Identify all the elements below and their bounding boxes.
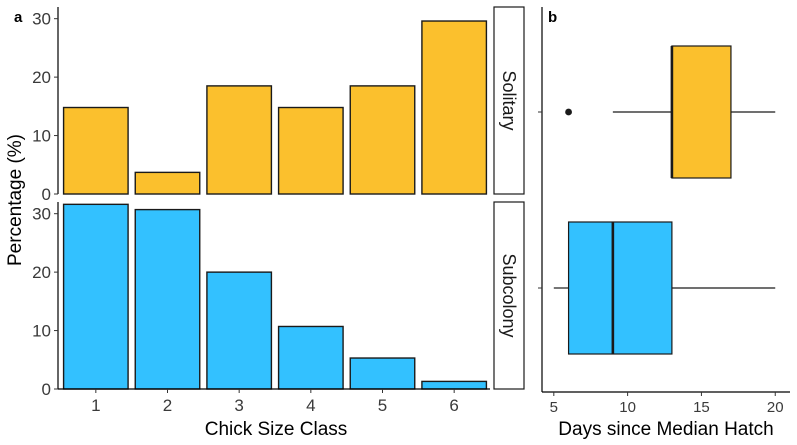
y-tick-label-solitary-20: 20 xyxy=(32,68,51,87)
panel-a-x-axis: 1 2 3 4 5 6 xyxy=(58,388,490,415)
panel-b-x-tick-label-10: 10 xyxy=(619,399,636,416)
bar-solitary-2 xyxy=(134,171,201,195)
panel-a-y-axis-title: Percentage (%) xyxy=(5,134,26,266)
y-tick-label-solitary-30: 30 xyxy=(32,10,51,29)
facet-label-solitary: Solitary xyxy=(499,70,519,130)
bar-solitary-5 xyxy=(349,85,416,195)
bar-subcolony-2 xyxy=(134,208,201,390)
panel-b: b 5 10 15 20 Days since Median Hatch xyxy=(538,7,790,440)
panel-b-x-axis-title: Days since Median Hatch xyxy=(558,419,773,440)
x-tick-label-4: 4 xyxy=(306,396,315,415)
y-tick-label-subcolony-20: 20 xyxy=(32,263,51,282)
facet-subcolony: 0 10 20 30 Subcolony xyxy=(32,201,525,399)
panel-b-x-tick-label-20: 20 xyxy=(767,399,784,416)
panel-b-x-tick-label-5: 5 xyxy=(550,399,558,416)
bar-subcolony-4 xyxy=(277,325,344,390)
y-tick-label-solitary-10: 10 xyxy=(32,127,51,146)
y-tick-label-subcolony-0: 0 xyxy=(42,380,51,399)
panel-a-x-axis-title: Chick Size Class xyxy=(205,419,348,440)
bar-solitary-1 xyxy=(62,106,129,195)
panel-a: a 0 10 20 30 Solitary 0 10 20 30 Subcolony 1 2 3 4 5… xyxy=(5,6,525,440)
y-tick-label-subcolony-10: 10 xyxy=(32,322,51,341)
y-tick-label-subcolony-30: 30 xyxy=(32,205,51,224)
panel-a-label: a xyxy=(14,9,23,26)
outlier-solitary-0 xyxy=(565,108,572,116)
panel-b-label: b xyxy=(548,9,557,26)
facet-solitary: 0 10 20 30 Solitary xyxy=(32,6,525,204)
panel-b-x-tick-label-15: 15 xyxy=(693,399,710,416)
bar-solitary-6 xyxy=(421,20,488,195)
box-subcolony xyxy=(567,221,673,355)
bar-subcolony-5 xyxy=(349,357,416,390)
facet-strip-subcolony xyxy=(493,201,525,390)
x-tick-label-6: 6 xyxy=(449,396,458,415)
facet-label-subcolony: Subcolony xyxy=(499,253,519,337)
x-tick-label-3: 3 xyxy=(234,396,243,415)
facet-strip-solitary xyxy=(493,6,525,195)
x-tick-label-2: 2 xyxy=(163,396,172,415)
bar-subcolony-1 xyxy=(62,203,129,390)
y-tick-label-solitary-0: 0 xyxy=(42,185,51,204)
bar-solitary-4 xyxy=(277,106,344,195)
bar-solitary-3 xyxy=(206,85,273,195)
x-tick-label-5: 5 xyxy=(378,396,387,415)
panel-b-plot: 5 10 15 20 xyxy=(538,7,790,416)
bar-subcolony-3 xyxy=(206,271,273,390)
x-tick-label-1: 1 xyxy=(91,396,100,415)
box-solitary xyxy=(671,45,732,179)
bar-subcolony-6 xyxy=(421,380,488,390)
